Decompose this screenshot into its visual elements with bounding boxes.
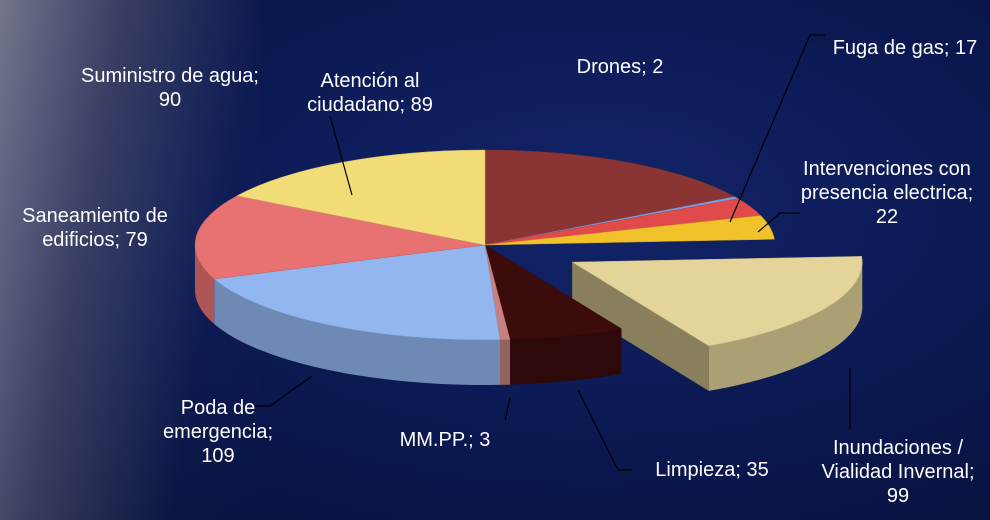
slide: Suministro de agua; 90 Drones; 2 Fuga de g… xyxy=(0,0,990,520)
data-label: Poda de emergencia; 109 xyxy=(153,396,283,468)
data-label: Drones; 2 xyxy=(540,55,700,79)
leader-line xyxy=(505,398,510,420)
data-label: Atención al ciudadano; 89 xyxy=(285,69,455,117)
pie xyxy=(195,150,862,391)
data-label: Fuga de gas; 17 xyxy=(830,36,980,60)
data-label: Limpieza; 35 xyxy=(632,458,792,482)
data-label: Saneamiento de edificios; 79 xyxy=(5,204,185,252)
slice-side xyxy=(500,340,510,385)
data-label: MM.PP.; 3 xyxy=(385,428,505,452)
leader-line xyxy=(578,390,632,470)
data-label: Inundaciones / Vialidad Invernal; 99 xyxy=(813,436,983,508)
data-label: Intervenciones con presencia electrica; … xyxy=(797,157,977,229)
data-label: Suministro de agua; 90 xyxy=(80,64,260,112)
